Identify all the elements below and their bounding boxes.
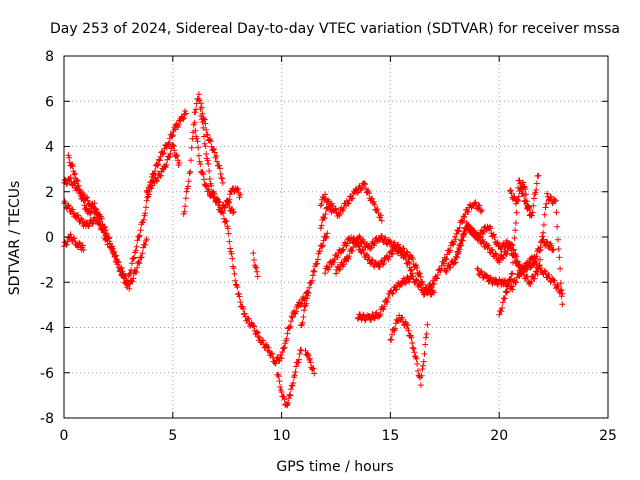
y-tick-label: -2 — [40, 275, 54, 291]
series-satellite-track-25 — [507, 179, 533, 219]
data-point-markers — [65, 152, 111, 248]
y-tick-label: -6 — [40, 366, 54, 382]
data-point-markers — [507, 179, 533, 219]
x-tick-label: 5 — [168, 428, 177, 444]
data-point-markers — [224, 185, 244, 205]
x-axis-label: GPS time / hours — [276, 459, 393, 475]
data-point-markers — [198, 100, 226, 186]
y-tick-label: -4 — [40, 321, 54, 337]
series-satellite-track-9 — [224, 185, 244, 205]
series-satellite-track-15 — [317, 191, 335, 216]
data-point-markers — [452, 221, 557, 276]
series-satellite-track-5 — [143, 141, 183, 196]
y-tick-label: 0 — [45, 230, 54, 246]
x-tick-label: 20 — [490, 428, 508, 444]
data-point-markers — [387, 312, 431, 389]
data-point-markers — [180, 91, 311, 367]
x-tick-label: 0 — [60, 428, 69, 444]
y-tick-label: 2 — [45, 185, 54, 201]
series-satellite-track-22 — [452, 221, 557, 276]
data-point-markers — [474, 190, 566, 308]
series-satellite-track-20 — [420, 199, 485, 298]
data-point-markers — [274, 346, 305, 409]
series-satellite-track-12 — [298, 230, 331, 329]
x-tick-label: 25 — [599, 428, 617, 444]
y-tick-label: 6 — [45, 94, 54, 110]
data-point-markers — [302, 347, 318, 377]
y-tick-label: -8 — [40, 411, 54, 427]
data-point-markers — [420, 199, 485, 298]
series-satellite-track-10 — [250, 250, 261, 280]
data-point-markers — [317, 191, 335, 216]
chart-title: Day 253 of 2024, Sidereal Day-to-day VTE… — [50, 21, 620, 37]
data-point-markers — [250, 250, 261, 280]
series-satellite-track-23 — [474, 190, 566, 308]
series-satellite-track-6 — [180, 91, 311, 367]
series-satellite-track-8 — [198, 100, 226, 186]
axis-ticks: -8 -6 -4 -2 0 2 4 6 8 0 5 10 15 20 25 — [40, 49, 617, 444]
series-satellite-track-14 — [317, 180, 385, 232]
series-satellite-track-7 — [191, 119, 237, 216]
y-axis-label: SDTVAR / TECUs — [7, 181, 23, 296]
x-tick-label: 10 — [273, 428, 291, 444]
data-point-markers — [143, 141, 183, 196]
y-tick-label: 8 — [45, 49, 54, 65]
series-satellite-track-13 — [302, 347, 318, 377]
data-point-markers — [333, 232, 426, 288]
y-tick-label: 4 — [45, 140, 54, 156]
series-satellite-track-17 — [333, 232, 426, 288]
series-satellite-track-11 — [274, 346, 305, 409]
data-point-markers — [191, 119, 237, 216]
series-satellite-track-19 — [387, 312, 431, 389]
data-point-markers — [317, 180, 385, 232]
grid — [64, 56, 608, 418]
x-tick-label: 15 — [381, 428, 399, 444]
series-satellite-track-3 — [65, 152, 111, 248]
data-point-markers — [298, 230, 331, 329]
